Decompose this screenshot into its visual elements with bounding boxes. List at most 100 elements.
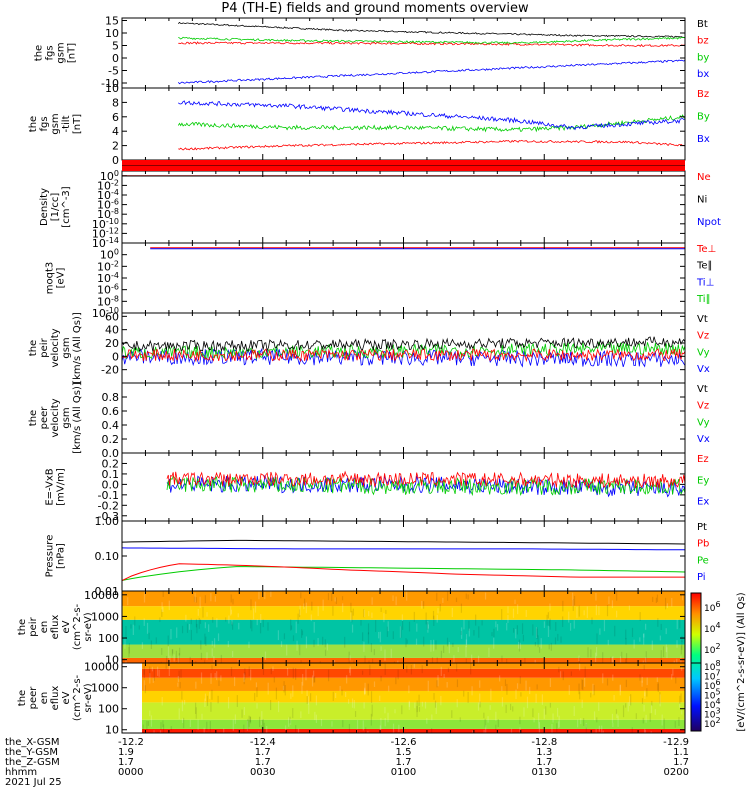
heatmap-speckle [413, 611, 415, 622]
heatmap-speckle [231, 619, 233, 625]
heatmap-speckle [426, 717, 428, 724]
x-axis-row-label: the_Z-GSM [5, 757, 60, 768]
panel-frame [121, 242, 686, 314]
heatmap-speckle [262, 664, 265, 675]
heatmap-speckle [243, 678, 245, 685]
heatmap-speckle [549, 618, 551, 630]
heatmap-speckle [501, 609, 503, 620]
heatmap-speckle [440, 650, 443, 659]
heatmap-speckle [373, 649, 375, 656]
heatmap-speckle [322, 636, 324, 646]
heatmap-speckle [197, 719, 199, 730]
heatmap-speckle [416, 705, 418, 718]
y-axis-label: eflux [50, 615, 61, 640]
heatmap-speckle [455, 597, 458, 603]
heatmap-speckle [534, 659, 536, 663]
heatmap-speckle [655, 597, 657, 604]
y-tick-label: 4 [112, 125, 119, 138]
heatmap-speckle [315, 695, 318, 706]
heatmap-speckle [554, 637, 557, 645]
heatmap-speckle [314, 711, 316, 721]
heatmap-speckle [452, 642, 454, 648]
heatmap-speckle [436, 680, 438, 688]
heatmap-speckle [446, 591, 449, 601]
heatmap-speckle [663, 718, 665, 730]
heatmap-speckle [558, 721, 560, 728]
heatmap-speckle [243, 724, 245, 733]
heatmap-speckle [306, 690, 308, 697]
heatmap-speckle [578, 683, 580, 695]
heatmap-speckle [303, 603, 305, 610]
heatmap-speckle [601, 725, 603, 733]
y-axis-label: peer [39, 406, 50, 430]
heatmap-speckle [680, 693, 682, 703]
heatmap-speckle [300, 592, 302, 599]
heatmap-speckle [427, 680, 429, 692]
heatmap-speckle [202, 606, 204, 618]
heatmap-speckle [472, 730, 474, 733]
y-tick-label: 2 [112, 140, 119, 153]
heatmap-speckle [335, 597, 337, 605]
heatmap-speckle [590, 692, 592, 698]
heatmap-speckle [481, 620, 483, 626]
heatmap-speckle [142, 724, 144, 733]
heatmap-speckle [125, 658, 127, 663]
heatmap-speckle [277, 700, 280, 713]
heatmap-speckle [583, 718, 585, 726]
heatmap-speckle [332, 691, 334, 702]
legend-By: By [697, 112, 710, 123]
y-axis-label: moqt3 [45, 262, 56, 295]
heatmap-speckle [315, 714, 318, 724]
heatmap-speckle [248, 641, 250, 649]
heatmap-speckle [579, 663, 581, 671]
y-axis-label: [nT] [72, 114, 83, 134]
heatmap-speckle [641, 676, 643, 683]
heatmap-speckle [398, 724, 400, 733]
y-axis-label: gsm [56, 42, 67, 63]
heatmap-speckle [197, 608, 199, 616]
heatmap-speckle [644, 692, 646, 699]
heatmap-speckle [672, 668, 674, 676]
y-axis-label: eV [61, 620, 72, 633]
heatmap-speckle [335, 692, 337, 699]
heatmap-speckle [625, 679, 627, 688]
heatmap-speckle [370, 643, 373, 653]
heatmap-speckle [122, 605, 124, 617]
heatmap-speckle [549, 603, 551, 611]
heatmap-speckle [483, 729, 485, 733]
heatmap-speckle [598, 606, 600, 616]
heatmap-speckle [465, 639, 467, 648]
panel-frame [121, 17, 686, 89]
heatmap-speckle [384, 717, 386, 727]
y-tick-label: 6 [112, 111, 119, 124]
heatmap-speckle [558, 715, 560, 728]
legend-Vy: Vy [697, 417, 710, 428]
heatmap-speckle [491, 632, 493, 637]
heatmap-speckle [199, 619, 202, 624]
legend-by: by [697, 52, 709, 63]
heatmap-speckle [582, 679, 584, 691]
heatmap-speckle [659, 694, 661, 707]
heatmap-speckle [440, 695, 442, 706]
heatmap-speckle [201, 713, 203, 720]
legend-Ti⊥: Ti⊥ [696, 277, 714, 288]
heatmap-speckle [509, 703, 512, 711]
heatmap-speckle [433, 615, 435, 626]
heatmap-speckle [385, 609, 387, 614]
y-axis-label: [km/s (All Qs)] [72, 382, 83, 454]
heatmap-speckle [608, 596, 610, 604]
heatmap-speckle [364, 687, 366, 696]
colorbar-tick: 105 [704, 688, 721, 702]
heatmap-speckle [487, 716, 489, 723]
heatmap-speckle [211, 640, 213, 646]
heatmap-speckle [512, 706, 514, 712]
y-axis-label: (cm^2-s- [72, 603, 83, 650]
heatmap-speckle [625, 629, 627, 640]
y-tick-label: 10-6 [97, 283, 119, 297]
y-tick-label: 5 [112, 40, 119, 53]
heatmap-speckle [296, 640, 298, 651]
heatmap-speckle [645, 623, 647, 630]
heatmap-speckle [196, 623, 198, 634]
heatmap-speckle [517, 604, 519, 615]
